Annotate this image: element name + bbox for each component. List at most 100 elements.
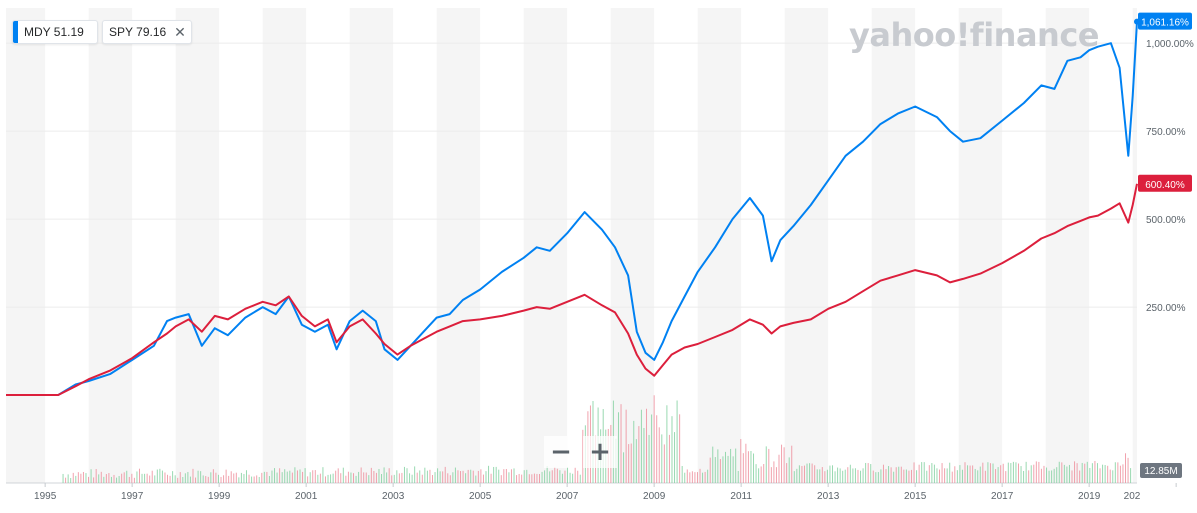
x-tick-label: 1995 xyxy=(34,491,57,502)
volume-bar xyxy=(72,472,74,483)
end-label-spy: 600.40% xyxy=(1145,180,1185,191)
volume-bar xyxy=(274,468,276,483)
volume-bar xyxy=(569,472,571,483)
volume-bar xyxy=(954,466,956,483)
y-tick-label: 750.00% xyxy=(1146,127,1186,138)
volume-bar xyxy=(146,473,148,483)
volume-bar xyxy=(995,469,997,483)
volume-bar xyxy=(1109,469,1111,483)
volume-bar xyxy=(877,472,879,483)
x-tick-label: 2003 xyxy=(382,491,405,502)
volume-bar xyxy=(798,465,800,483)
volume-bar xyxy=(172,471,174,483)
volume-bar xyxy=(900,466,902,483)
series-line-spy xyxy=(6,183,1138,396)
volume-bar xyxy=(979,466,981,483)
volume-bar xyxy=(490,473,492,483)
volume-bar xyxy=(335,470,337,483)
volume-bar xyxy=(342,467,344,483)
yahoo-finance-logo: yahoo!finance xyxy=(848,16,1100,54)
volume-bar xyxy=(793,471,795,483)
volume-bar xyxy=(156,469,158,483)
volume-bar xyxy=(388,468,390,483)
volume-bar xyxy=(317,474,319,483)
year-band xyxy=(523,8,568,483)
volume-bar xyxy=(628,444,630,483)
volume-bar xyxy=(80,473,82,483)
volume-bar xyxy=(1040,468,1042,483)
volume-bar xyxy=(732,456,734,483)
volume-bar xyxy=(1130,468,1132,483)
volume-bar xyxy=(1071,470,1073,483)
volume-bar xyxy=(370,467,372,483)
volume-bar xyxy=(65,477,67,483)
volume-bar xyxy=(977,470,979,483)
volume-bar xyxy=(617,412,619,483)
volume-bar xyxy=(928,465,930,483)
zoom-in-button[interactable]: + xyxy=(583,436,617,468)
volume-bar xyxy=(200,471,202,483)
volume-bar xyxy=(640,409,642,483)
volume-bar xyxy=(1023,470,1025,483)
volume-bar xyxy=(783,447,785,483)
volume-bar xyxy=(167,474,169,483)
volume-bar xyxy=(271,470,273,483)
volume-bar xyxy=(852,468,854,483)
volume-bar xyxy=(989,463,991,483)
volume-bar xyxy=(289,470,291,483)
legend-item-mdy[interactable]: MDY 51.19 xyxy=(12,20,98,44)
volume-bar xyxy=(538,474,540,483)
year-band xyxy=(1132,8,1137,483)
volume-bar xyxy=(314,470,316,483)
volume-bar xyxy=(217,474,219,483)
volume-bar xyxy=(284,469,286,483)
volume-bar xyxy=(449,475,451,483)
volume-bar xyxy=(197,470,199,483)
volume-bar xyxy=(750,451,752,483)
volume-bar xyxy=(1104,464,1106,483)
volume-bar xyxy=(1099,468,1101,483)
x-tick-label: 2007 xyxy=(556,491,579,502)
volume-bar xyxy=(574,467,576,483)
zoom-out-button[interactable]: − xyxy=(544,436,578,468)
volume-bar xyxy=(299,469,301,483)
volume-bar xyxy=(398,473,400,483)
volume-bar xyxy=(309,472,311,483)
volume-bar xyxy=(806,463,808,483)
year-bands xyxy=(6,8,1137,483)
volume-bar xyxy=(108,473,110,483)
volume-bar xyxy=(1056,467,1058,483)
volume-bar xyxy=(635,439,637,483)
volume-bar xyxy=(416,472,418,483)
volume-bar xyxy=(712,446,714,483)
volume-bar xyxy=(1068,464,1070,483)
volume-bar xyxy=(811,463,813,483)
volume-bar xyxy=(110,476,112,483)
volume-bar xyxy=(189,476,191,483)
volume-bar xyxy=(240,472,242,483)
volume-bar xyxy=(365,472,367,483)
volume-bar xyxy=(832,465,834,483)
end-label-mdy: 1,061.16% xyxy=(1141,18,1189,29)
volume-bar xyxy=(661,434,663,483)
volume-bar xyxy=(263,471,265,483)
volume-bar xyxy=(1028,470,1030,483)
volume-bar xyxy=(431,475,433,483)
legend-item-spy[interactable]: SPY 79.16 ✕ xyxy=(102,20,192,44)
volume-bar xyxy=(549,471,551,483)
volume-bar xyxy=(116,477,118,483)
year-band xyxy=(1045,8,1090,483)
volume-bar xyxy=(424,467,426,483)
volume-bar xyxy=(477,470,479,483)
volume-bar xyxy=(1096,463,1098,483)
volume-bar xyxy=(860,470,862,483)
volume-bar xyxy=(775,467,777,483)
volume-bar xyxy=(554,467,556,483)
volume-bar xyxy=(454,467,456,483)
volume-bar xyxy=(1038,461,1040,483)
volume-bar xyxy=(233,473,235,483)
volume-bar xyxy=(286,471,288,483)
volume-bar xyxy=(1012,461,1014,483)
close-icon[interactable]: ✕ xyxy=(174,24,186,40)
